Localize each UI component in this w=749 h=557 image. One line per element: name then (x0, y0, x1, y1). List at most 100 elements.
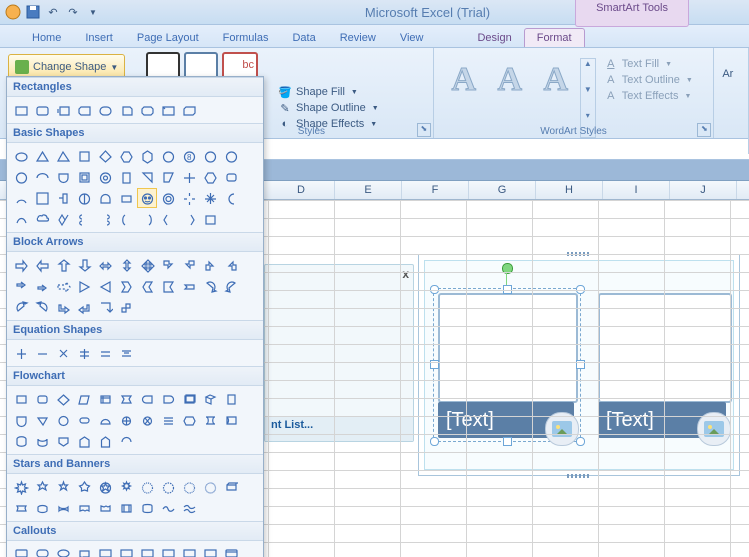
shape-option[interactable] (32, 498, 52, 518)
shape-option[interactable] (53, 343, 73, 363)
shape-option[interactable] (158, 255, 178, 275)
shape-option[interactable] (158, 410, 178, 430)
shape-option[interactable] (179, 188, 199, 208)
tab-format[interactable]: Format (524, 28, 585, 47)
shape-option[interactable] (200, 167, 220, 187)
text-pane-close-button[interactable]: x (402, 267, 409, 281)
shape-option[interactable] (74, 167, 94, 187)
sel-handle-s[interactable] (503, 437, 512, 446)
shape-option[interactable] (53, 146, 73, 166)
shape-option[interactable] (11, 209, 31, 229)
shape-option[interactable] (74, 477, 94, 497)
shape-option[interactable] (158, 100, 178, 120)
text-outline-button[interactable]: AText Outline▼ (604, 72, 693, 88)
shape-option[interactable] (95, 209, 115, 229)
undo-icon[interactable]: ↶ (44, 3, 62, 21)
save-icon[interactable] (24, 3, 42, 21)
shape-option[interactable] (116, 297, 136, 317)
shape-option[interactable] (179, 100, 199, 120)
shape-option[interactable] (179, 209, 199, 229)
shape-option[interactable] (158, 167, 178, 187)
shape-option[interactable] (32, 100, 52, 120)
shape-option[interactable] (137, 410, 157, 430)
shape-option[interactable] (32, 544, 52, 557)
shape-option[interactable] (200, 544, 220, 557)
shape-option[interactable] (11, 431, 31, 451)
shape-option[interactable] (74, 544, 94, 557)
shape-option[interactable] (95, 343, 115, 363)
shape-option[interactable] (32, 209, 52, 229)
shape-option[interactable] (221, 167, 241, 187)
shape-option[interactable] (11, 389, 31, 409)
shape-option[interactable] (200, 188, 220, 208)
shape-option[interactable] (221, 389, 241, 409)
shape-option[interactable] (137, 477, 157, 497)
shape-option[interactable] (74, 431, 94, 451)
redo-icon[interactable]: ↷ (64, 3, 82, 21)
shape-option[interactable] (179, 477, 199, 497)
shape-option[interactable]: 8 (179, 146, 199, 166)
shape-option[interactable] (179, 167, 199, 187)
shape-option[interactable] (116, 188, 136, 208)
picture-placeholder-icon-2[interactable] (697, 412, 731, 446)
smartart-node-1-image[interactable] (438, 293, 578, 403)
shape-option[interactable] (53, 167, 73, 187)
wordart-style-1[interactable]: A (442, 58, 486, 102)
shape-option[interactable] (74, 255, 94, 275)
tab-review[interactable]: Review (328, 29, 388, 47)
shape-option[interactable] (200, 410, 220, 430)
shape-option[interactable] (158, 209, 178, 229)
shape-option[interactable] (200, 389, 220, 409)
col-header-g[interactable]: G (469, 181, 536, 199)
shape-option[interactable] (158, 389, 178, 409)
shape-option[interactable] (95, 276, 115, 296)
shape-option[interactable] (53, 100, 73, 120)
shape-option[interactable] (53, 498, 73, 518)
shape-option[interactable] (158, 276, 178, 296)
col-header-f[interactable]: F (402, 181, 469, 199)
shape-option[interactable] (32, 389, 52, 409)
frame-handle-bottom[interactable] (567, 474, 591, 478)
shape-option[interactable] (200, 209, 220, 229)
shape-option[interactable] (11, 276, 31, 296)
shape-option[interactable] (95, 188, 115, 208)
shape-option[interactable] (179, 276, 199, 296)
shape-option[interactable] (137, 498, 157, 518)
shape-option[interactable] (53, 544, 73, 557)
shape-option[interactable] (158, 498, 178, 518)
shape-option[interactable] (11, 188, 31, 208)
shape-option[interactable] (74, 410, 94, 430)
shape-option[interactable] (137, 100, 157, 120)
shape-option[interactable] (200, 477, 220, 497)
shape-option[interactable] (74, 389, 94, 409)
shape-option[interactable] (11, 477, 31, 497)
col-header-i[interactable]: I (603, 181, 670, 199)
styles-launcher[interactable]: ⬊ (417, 123, 431, 137)
office-button[interactable] (4, 3, 22, 21)
shape-option[interactable] (11, 255, 31, 275)
shape-option[interactable] (95, 146, 115, 166)
shape-option[interactable] (137, 276, 157, 296)
shape-option[interactable] (137, 146, 157, 166)
shape-option[interactable] (179, 498, 199, 518)
shape-option[interactable] (200, 276, 220, 296)
shape-option[interactable] (95, 100, 115, 120)
shape-option[interactable] (158, 188, 178, 208)
shape-option[interactable] (116, 209, 136, 229)
shape-option[interactable] (95, 477, 115, 497)
shape-option[interactable] (32, 167, 52, 187)
shape-option[interactable] (53, 297, 73, 317)
shape-option[interactable] (32, 297, 52, 317)
shape-option[interactable] (116, 544, 136, 557)
col-header-d[interactable]: D (268, 181, 335, 199)
shape-option[interactable] (137, 255, 157, 275)
shape-option[interactable] (158, 146, 178, 166)
sel-handle-se[interactable] (576, 437, 585, 446)
shape-option[interactable] (11, 100, 31, 120)
shape-option[interactable] (137, 167, 157, 187)
shape-option[interactable] (116, 431, 136, 451)
shape-option[interactable] (53, 431, 73, 451)
wordart-style-3[interactable]: A (534, 58, 578, 102)
sel-handle-sw[interactable] (430, 437, 439, 446)
shape-option[interactable] (179, 255, 199, 275)
